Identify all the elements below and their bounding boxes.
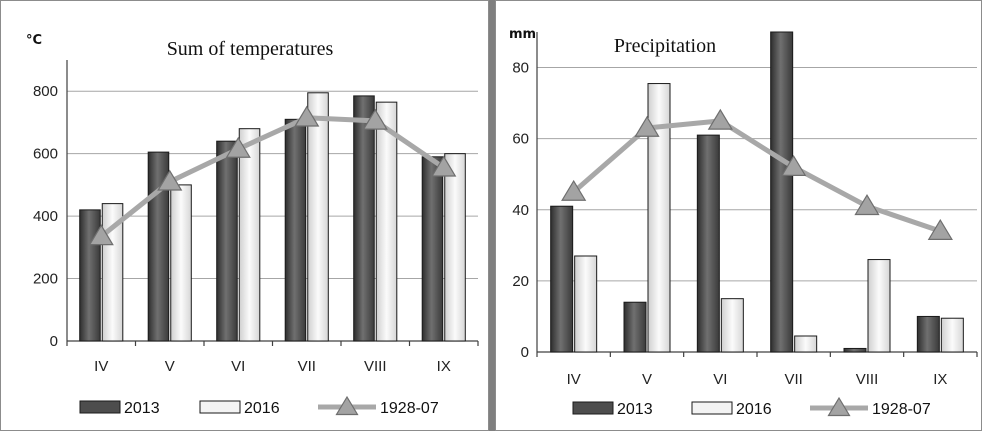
marker-1928-07-IX	[431, 155, 457, 177]
legend-label-2016: 2016	[244, 400, 280, 417]
legend-label-2013: 2013	[124, 400, 160, 417]
panel-divider	[489, 0, 495, 431]
bar-2016-IX	[444, 153, 466, 342]
chart-precipitation-panel: 0 20 40 60 80 IV V VI VII VIII IX mm Precipitation 20…	[495, 0, 982, 431]
bar-2013-VI	[696, 134, 720, 353]
bar-2013-VIII	[353, 95, 375, 342]
y-unit-label: mm	[509, 27, 536, 42]
bar-2013-IV	[550, 205, 574, 353]
y-tick-label: 60	[512, 131, 529, 148]
bar-2016-V	[647, 83, 671, 353]
legend: 2013 2016 1928-07	[79, 395, 439, 417]
x-tick-label: V	[642, 371, 652, 388]
bar-2016-VII	[307, 92, 329, 342]
legend-label-2013: 2013	[617, 401, 653, 418]
legend-swatch-2016	[691, 401, 733, 415]
y-tick-label: 600	[33, 146, 58, 163]
bar-2016-VIII	[375, 101, 398, 342]
y-tick-label: 400	[33, 208, 58, 225]
legend-label-1928-07: 1928-07	[872, 401, 931, 418]
x-tick-label: IX	[437, 358, 451, 375]
legend-swatch-2013	[572, 401, 614, 415]
chart-svg: 0 200 400 600 800 IV V VI VII VIII IX °C Sum of temp…	[0, 0, 489, 431]
bar-2013-VI	[216, 140, 238, 342]
y-tick-label: 800	[33, 83, 58, 100]
marker-1928-07-V	[157, 169, 183, 191]
marker-1928-07-V	[634, 115, 660, 137]
marker-1928-07-IV	[88, 224, 114, 246]
x-tick-label: VIII	[364, 358, 387, 375]
bar-2013-IX	[916, 315, 940, 353]
x-tick-label: V	[165, 358, 175, 375]
marker-1928-07-VI	[225, 136, 251, 158]
y-tick-label: 40	[512, 202, 529, 219]
chart-title: Precipitation	[614, 35, 716, 57]
bar-2013-IV	[79, 209, 101, 342]
legend-label-1928-07: 1928-07	[380, 400, 439, 417]
line-1928-07	[572, 118, 942, 234]
marker-1928-07-VIII	[854, 194, 880, 216]
chart-title: Sum of temperatures	[167, 38, 334, 60]
marker-1928-07-VI	[707, 108, 733, 130]
x-tick-label: IV	[94, 358, 108, 375]
bar-2016-V	[170, 184, 192, 342]
x-tick-label: VII	[298, 358, 316, 375]
bar-2016-IX	[940, 317, 964, 353]
y-tick-label: 20	[512, 273, 529, 290]
chart-temperature-panel: 0 200 400 600 800 IV V VI VII VIII IX °C Sum of temp…	[0, 0, 489, 431]
bar-2013-VII	[284, 118, 307, 342]
legend-label-2016: 2016	[736, 401, 772, 418]
y-unit-label: °C	[26, 33, 42, 48]
bar-2016-VII	[794, 335, 818, 353]
bar-2016-VI	[720, 298, 744, 353]
chart-svg: 0 20 40 60 80 IV V VI VII VIII IX mm Precipitation 20…	[495, 0, 982, 431]
bar-2016-IV	[574, 255, 598, 353]
y-tick-label: 200	[33, 271, 58, 288]
marker-1928-07-IV	[561, 179, 587, 201]
bar-2013-VII	[770, 31, 794, 353]
marker-1928-07-VII	[781, 154, 807, 176]
x-tick-label: VI	[231, 358, 245, 375]
bar-2013-V	[147, 151, 170, 342]
x-tick-label: VIII	[856, 371, 879, 388]
legend-marker-1928-07	[827, 396, 851, 417]
y-tick-label: 0	[50, 333, 58, 350]
legend-swatch-2016	[199, 400, 241, 414]
y-tick-label: 80	[512, 60, 529, 77]
y-tick-label: 0	[521, 344, 529, 361]
bar-2013-VIII	[843, 347, 867, 353]
marker-1928-07-VII	[294, 105, 320, 127]
marker-1928-07-VIII	[362, 108, 388, 130]
legend-marker-1928-07	[335, 395, 359, 416]
bar-2016-VIII	[867, 259, 891, 353]
bar-2013-V	[623, 301, 647, 353]
legend: 2013 2016 1928-07	[572, 396, 931, 418]
legend-swatch-2013	[79, 400, 121, 414]
x-tick-label: IV	[567, 371, 581, 388]
marker-1928-07-IX	[927, 218, 953, 240]
x-tick-label: VI	[713, 371, 727, 388]
bar-2016-VI	[238, 128, 261, 342]
bar-2013-IX	[421, 156, 444, 342]
x-tick-label: VII	[784, 371, 802, 388]
x-tick-label: IX	[933, 371, 947, 388]
